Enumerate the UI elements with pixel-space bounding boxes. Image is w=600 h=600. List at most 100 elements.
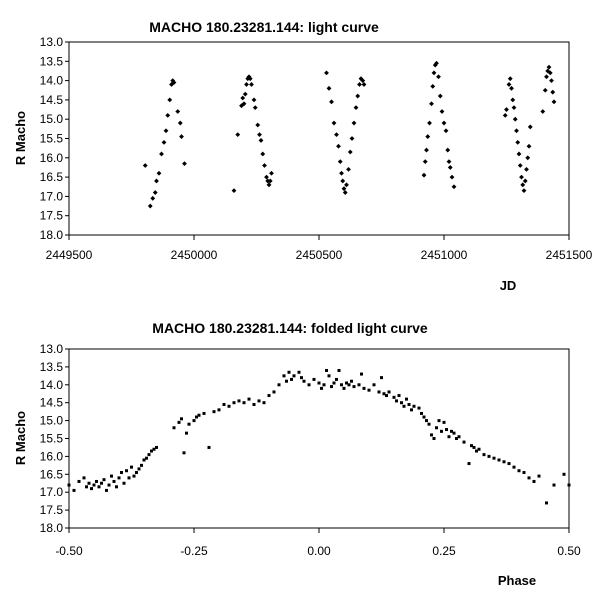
plot-area-folded-light-curve: [68, 348, 570, 529]
y-tick-label: 15.5: [40, 432, 64, 446]
data-point: [506, 82, 512, 87]
data-point: [525, 155, 531, 161]
data-point: [285, 379, 288, 383]
data-point: [462, 440, 466, 444]
data-point: [421, 172, 427, 178]
data-point: [547, 70, 553, 76]
data-point: [156, 170, 162, 176]
data-point: [432, 62, 438, 68]
data-point: [258, 138, 264, 143]
data-point: [385, 394, 388, 398]
data-point: [362, 386, 366, 390]
data-point: [551, 99, 557, 105]
data-point: [277, 383, 281, 387]
data-point: [267, 178, 273, 184]
data-point: [262, 163, 267, 168]
data-point: [567, 483, 571, 487]
data-point: [431, 70, 437, 76]
data-point: [163, 128, 169, 134]
data-point: [360, 372, 363, 376]
y-tick-label: 16.0: [40, 449, 64, 463]
data-point: [97, 485, 101, 489]
data-point: [147, 453, 151, 457]
data-point: [170, 78, 176, 83]
data-point: [447, 165, 453, 170]
data-point: [520, 182, 526, 188]
data-point: [264, 174, 269, 180]
data-point: [240, 95, 246, 101]
data-point: [345, 381, 348, 385]
data-point: [512, 116, 518, 122]
panel-light-curve: MACHO 180.23281.144: light curve 13.013.…: [13, 19, 593, 293]
data-point: [169, 82, 174, 87]
data-point: [182, 161, 187, 166]
data-point: [420, 411, 423, 415]
data-point: [522, 471, 526, 475]
data-point: [182, 451, 186, 455]
data-point: [526, 143, 532, 149]
data-point: [380, 376, 383, 380]
data-point: [212, 410, 216, 414]
data-point: [282, 374, 286, 378]
data-point: [344, 182, 349, 188]
data-point: [222, 402, 226, 406]
data-point: [127, 476, 131, 480]
data-point: [552, 483, 556, 487]
data-point: [545, 501, 548, 505]
data-point: [252, 402, 256, 406]
x-tick-label: 2451000: [421, 248, 468, 262]
y-tick-label: 13.0: [40, 35, 64, 49]
data-point: [327, 374, 331, 378]
y-tick-label: 14.5: [40, 396, 64, 410]
data-point: [449, 174, 455, 180]
y-tick-label: 15.0: [40, 414, 64, 428]
data-point: [429, 101, 434, 107]
data-point: [519, 174, 524, 180]
data-point: [351, 120, 357, 126]
data-point: [511, 105, 517, 111]
data-point: [87, 481, 91, 485]
data-point: [562, 472, 566, 476]
data-point: [509, 85, 514, 91]
data-point: [550, 89, 556, 95]
y-tick-label: 16.5: [40, 170, 64, 184]
data-point: [202, 411, 206, 415]
data-point: [177, 420, 181, 424]
y-tick-label: 17.0: [40, 485, 64, 499]
data-point: [437, 419, 441, 423]
data-point: [540, 109, 546, 114]
data-point: [255, 122, 261, 128]
data-point: [262, 401, 266, 405]
data-point: [544, 74, 549, 80]
data-point: [507, 76, 513, 82]
data-point: [231, 188, 237, 194]
data-point: [320, 386, 323, 390]
data-point: [246, 74, 252, 80]
data-point: [334, 132, 339, 138]
data-point: [475, 449, 478, 453]
data-point: [329, 99, 334, 105]
data-point: [455, 437, 458, 440]
data-point: [242, 401, 246, 405]
data-point: [337, 159, 343, 165]
y-tick-label: 15.0: [40, 112, 64, 126]
y-tick-label: 13.5: [40, 360, 64, 374]
data-point: [422, 415, 426, 419]
data-point: [514, 128, 519, 134]
data-point: [150, 449, 153, 453]
data-point: [342, 386, 346, 390]
data-point: [197, 413, 201, 417]
data-point: [290, 377, 293, 381]
data-point: [446, 159, 452, 165]
data-point: [95, 479, 98, 483]
x-axis-light-curve: 2449500 2450000 2450500 2451000 2451500: [46, 235, 593, 262]
x-tick-label: 2449500: [46, 248, 93, 262]
x-tick-label: 2450500: [296, 248, 343, 262]
data-point: [142, 163, 148, 168]
data-point: [434, 60, 439, 66]
data-point: [342, 190, 348, 195]
data-point: [372, 383, 376, 387]
data-point: [85, 485, 88, 489]
data-point: [167, 97, 173, 103]
